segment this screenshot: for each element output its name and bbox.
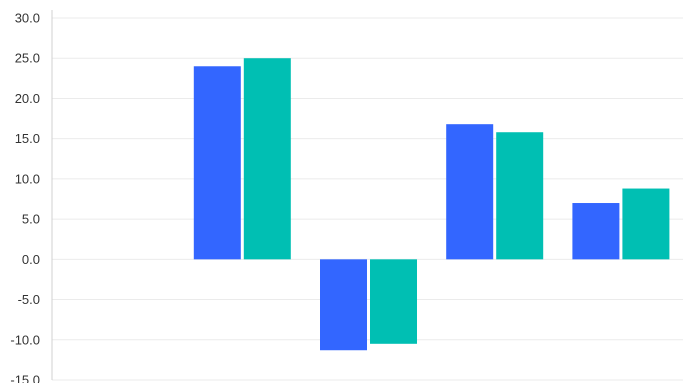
y-tick-label: 0.0: [22, 252, 40, 267]
y-tick-label: 25.0: [15, 51, 40, 66]
bar-series-1-category-2[interactable]: [193, 66, 241, 260]
bar-series-2-category-5[interactable]: [622, 188, 670, 260]
y-axis: 30.0 25.0 20.0 15.0 10.0 5.0 0.0 -5.0 -10.0 -15.0: [10, 10, 53, 383]
y-tick-label: 10.0: [15, 171, 40, 186]
bar-series-2-category-4[interactable]: [496, 132, 544, 260]
grid-lines: [52, 17, 683, 381]
bar-series-2-category-3[interactable]: [370, 259, 417, 344]
bar-series-1-category-5[interactable]: [572, 203, 620, 260]
y-tick-label: 20.0: [15, 91, 40, 106]
bar-series-1-category-4[interactable]: [446, 124, 494, 260]
y-tick-label: 30.0: [15, 11, 40, 26]
bar-series-2-category-2[interactable]: [243, 58, 291, 260]
bar-series-1-category-3[interactable]: [320, 259, 367, 351]
y-tick-label: -10.0: [10, 332, 40, 347]
y-tick-label: -15.0: [10, 373, 40, 383]
y-tick-label: -5.0: [18, 292, 40, 307]
bars: [193, 58, 670, 351]
y-tick-label: 5.0: [22, 212, 40, 227]
y-tick-label: 15.0: [15, 131, 40, 146]
